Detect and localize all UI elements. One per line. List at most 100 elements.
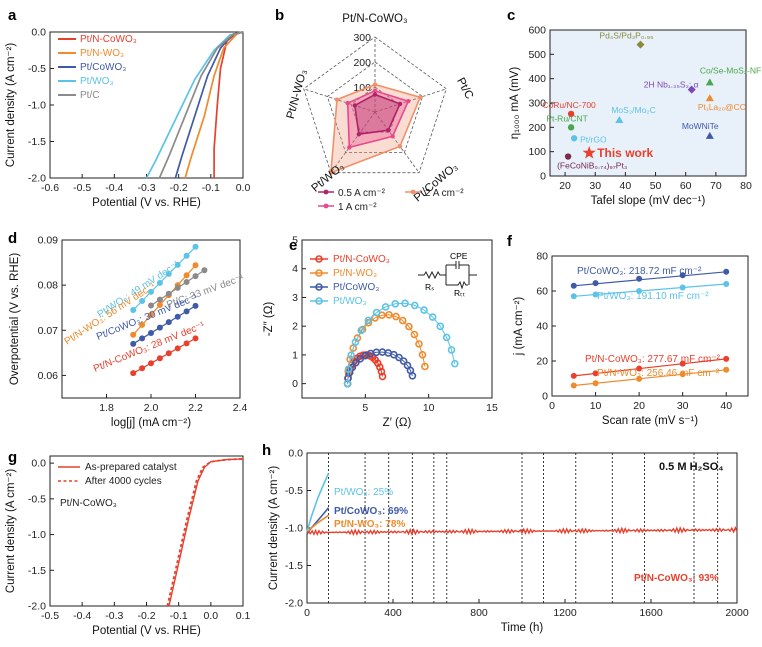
equivalent-circuit: CPE Rₛ Rₜₜ: [418, 251, 477, 298]
radar-point: [352, 103, 357, 108]
scatter-point: [705, 131, 714, 139]
radar-point: [334, 97, 340, 102]
data-point: [592, 291, 599, 298]
data-point: [636, 375, 643, 382]
data-point: [451, 359, 459, 368]
point-label: MoWNiTe: [682, 121, 719, 131]
data-point: [352, 358, 360, 367]
legend-label: Pt/N-CoWO₃: [80, 34, 137, 45]
x-tick-label: 400: [384, 607, 402, 619]
radar-point: [390, 134, 395, 139]
capacitance-label: Pt/WO₃: 191.10 mF cm⁻²: [597, 291, 709, 302]
y-tick-label: -2.0: [28, 173, 46, 185]
scatter-point: [705, 94, 714, 102]
legend-marker: [315, 255, 323, 263]
x-tick-label: -0.6: [41, 182, 59, 194]
radar-point: [372, 88, 378, 93]
data-point: [165, 350, 172, 357]
y-tick-label: -1.5: [285, 560, 303, 572]
radar-ring: [303, 36, 447, 174]
panel-letter: e: [289, 237, 297, 254]
radar-ring: [326, 61, 424, 153]
legend-label: Pt/N-WO₃: [333, 268, 377, 279]
legend-marker: [315, 283, 323, 291]
y-tick-label: 20: [536, 356, 548, 368]
y-tick-label: 3: [292, 292, 298, 304]
y-tick-label: -0.5: [28, 63, 46, 75]
data-point: [570, 382, 577, 389]
scatter-point: [687, 85, 696, 94]
series-line-3: [145, 31, 244, 179]
x-tick-label: 30: [677, 400, 689, 412]
y-tick-label: 80: [536, 251, 548, 263]
fit-line-0: [573, 271, 727, 287]
y-tick-label: 100: [528, 146, 546, 158]
data-point: [148, 311, 154, 318]
legend-marker: [315, 269, 323, 277]
series-line-2: [174, 31, 244, 179]
data-point: [174, 261, 181, 268]
panel-f: 0 10 20 30 40 0 20 40 60 80 Scan rate (mV s⁻¹) j (m…: [507, 233, 749, 427]
data-point: [156, 324, 163, 331]
y-tick-label: 0.0: [31, 458, 46, 470]
data-point: [723, 281, 730, 287]
data-point: [130, 306, 137, 313]
nyquist-line-3: [347, 302, 456, 384]
data-point: [139, 335, 146, 342]
x-tick-label: 10: [423, 402, 435, 414]
point-label: Pt-Ru/CNT: [546, 113, 588, 123]
y-tick-label: 60: [536, 286, 548, 298]
y-tick-label: 0.09: [38, 235, 59, 247]
y-tick-label: -1.0: [28, 100, 46, 112]
data-point: [428, 313, 437, 321]
y-axis-label: -Z″ (Ω): [263, 302, 275, 337]
y-axis-label: j (mA cm⁻²): [513, 297, 525, 357]
x-tick-label: -0.4: [105, 182, 123, 194]
capacitance-label: Pt/N-WO₃: 256.46 mF cm⁻²: [597, 368, 720, 379]
radar-ring-label: 300: [353, 32, 371, 44]
data-point: [570, 293, 577, 300]
y-tick-label: 0.06: [38, 370, 59, 382]
series-line-4: [158, 31, 244, 179]
radar-point: [397, 144, 403, 149]
scatter-point: [567, 124, 575, 131]
data-point: [408, 371, 417, 380]
data-point: [156, 279, 163, 286]
x-tick-label: 2.4: [233, 402, 248, 414]
x-tick-label: 50: [650, 180, 662, 192]
x-tick-label: 20: [559, 180, 571, 192]
data-point: [592, 370, 599, 377]
data-point: [347, 351, 355, 360]
legend-label: Pt/C: [80, 90, 99, 101]
data-point: [679, 360, 686, 367]
y-tick-label: -0.5: [285, 485, 303, 497]
radar-point: [397, 101, 403, 107]
data-point: [183, 278, 190, 285]
scatter-point: [615, 116, 624, 124]
scatter-point: [564, 153, 572, 160]
x-axis-label: Time (h): [501, 622, 544, 634]
x-axis-label: Potential (V vs. RHE): [92, 197, 201, 209]
panel-letter: d: [8, 230, 17, 247]
radar-spoke: [374, 88, 447, 113]
data-point: [344, 365, 353, 373]
y-tick-label: 200: [528, 122, 546, 134]
data-point: [723, 355, 730, 362]
data-point: [156, 355, 163, 362]
x-tick-label: 1200: [553, 607, 577, 619]
x-tick-label: -0.5: [41, 610, 59, 622]
legend-label: Pt/CoWO₃: [80, 62, 126, 73]
data-point: [148, 302, 154, 309]
y-tick-label: -1.0: [28, 529, 46, 541]
point-label: CoRu/NC-700: [542, 100, 596, 110]
y-tick-label: 0.0: [288, 448, 303, 460]
radar-point: [417, 95, 423, 100]
panel-g: -0.5 -0.4 -0.3 -0.2 -0.1 0.0 0.1 -2.0 -1.5 -1.0 -0…: [5, 449, 250, 637]
data-point: [410, 330, 419, 339]
legend-marker: [323, 189, 329, 195]
radar-point: [386, 128, 391, 133]
circuit-label: Rₜₜ: [454, 288, 466, 298]
sample-note: Pt/N-CoWO₃: [60, 498, 117, 509]
data-point: [415, 340, 423, 348]
